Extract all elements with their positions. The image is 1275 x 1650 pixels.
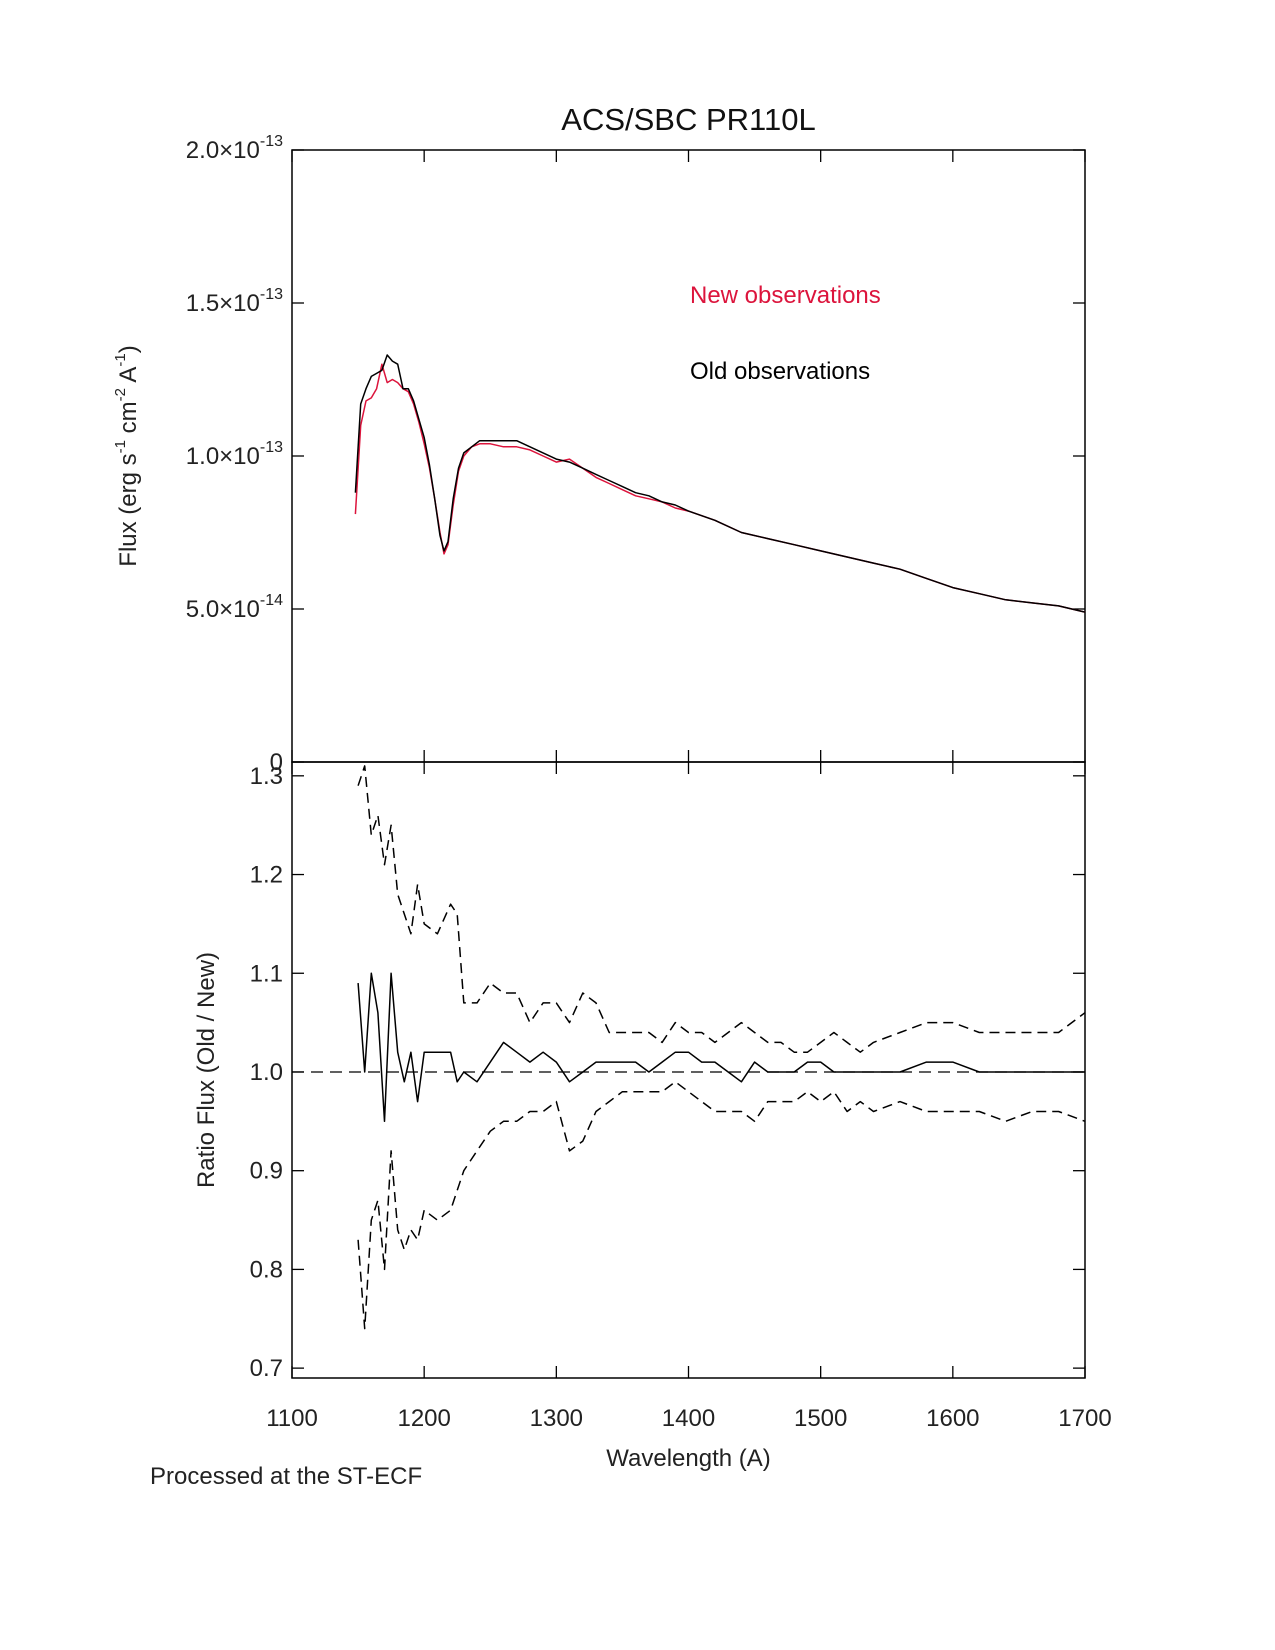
y-label-superscript: -1	[112, 353, 129, 366]
legend-label: Old observations	[690, 358, 870, 385]
y-label-text: cm	[115, 401, 142, 440]
y-label-text: Ratio Flux (Old / New)	[193, 952, 220, 1188]
y-tick-label: 0	[270, 749, 283, 776]
y-tick-label: 1.3	[250, 763, 283, 790]
y-tick-label: 1.0×10-13	[186, 439, 283, 470]
y-tick-text: 0.7	[250, 1355, 283, 1382]
plot-frame	[291, 149, 1086, 763]
y-tick-text: 1.2	[250, 862, 283, 889]
y-tick-label: 0.9	[250, 1158, 283, 1185]
footer: Processed at the ST-ECF	[150, 1463, 422, 1490]
y-tick-text: 0	[270, 749, 283, 776]
y-tick-text: 1.0×10	[186, 443, 260, 470]
y-tick-label: 5.0×10-14	[186, 592, 283, 623]
y-tick-text: 0.8	[250, 1256, 283, 1283]
legend-label: New observations	[690, 282, 881, 309]
y-tick-label: 1.2	[250, 862, 283, 889]
y-axis-label: Flux (erg s-1 cm-2 A-1)	[112, 345, 142, 566]
y-tick-exponent: -14	[260, 592, 283, 609]
x-tick-label: 1700	[1058, 1405, 1111, 1432]
y-tick-exponent: -13	[260, 286, 283, 303]
data-line	[357, 972, 1085, 1123]
data-line	[354, 354, 1086, 613]
x-tick-label: 1300	[530, 1405, 583, 1432]
y-tick-exponent: -13	[260, 439, 283, 456]
y-label-text: Flux (erg s	[115, 453, 142, 566]
y-label-text: A	[115, 367, 142, 388]
y-label-text: )	[115, 345, 142, 353]
y-tick-text: 2.0×10	[186, 137, 260, 164]
y-tick-label: 1.5×10-13	[186, 286, 283, 317]
y-tick-text: 1.1	[250, 960, 283, 987]
x-tick-label: 1200	[397, 1405, 450, 1432]
y-label-superscript: -1	[112, 440, 129, 453]
y-tick-label: 0.7	[250, 1355, 283, 1382]
y-tick-text: 5.0×10	[186, 596, 260, 623]
x-tick-label: 1400	[662, 1405, 715, 1432]
data-line	[357, 1081, 1086, 1330]
y-tick-label: 0.8	[250, 1256, 283, 1283]
y-tick-label: 1.0	[250, 1059, 283, 1086]
y-tick-text: 1.3	[250, 763, 283, 790]
x-tick-label: 1100	[266, 1405, 318, 1432]
chart-title: ACS/SBC PR110L	[561, 102, 815, 137]
y-tick-exponent: -13	[260, 133, 283, 150]
y-tick-text: 1.5×10	[186, 290, 260, 317]
y-tick-text: 0.9	[250, 1158, 283, 1185]
data-line	[354, 363, 1086, 613]
x-axis-label: Wavelength (A)	[606, 1445, 771, 1472]
y-tick-label: 1.1	[250, 960, 283, 987]
x-tick-label: 1500	[794, 1405, 847, 1432]
plot-frame	[291, 761, 1086, 1379]
data-line	[357, 765, 1086, 1053]
x-tick-label: 1600	[926, 1405, 979, 1432]
y-axis-label: Ratio Flux (Old / New)	[193, 952, 220, 1188]
y-label-superscript: -2	[112, 388, 129, 401]
y-tick-text: 1.0	[250, 1059, 283, 1086]
y-tick-label: 2.0×10-13	[186, 133, 283, 164]
